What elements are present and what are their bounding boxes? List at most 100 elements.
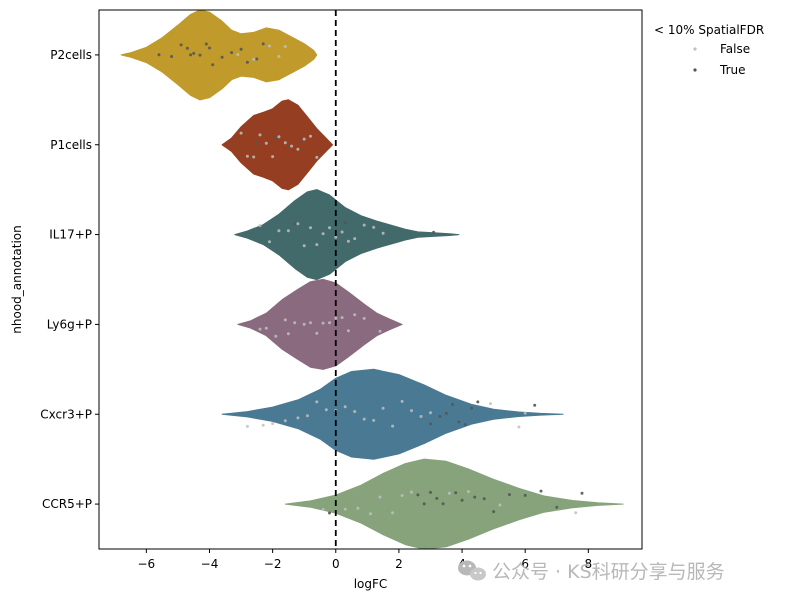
data-point xyxy=(438,415,442,418)
data-point xyxy=(523,411,527,415)
data-point xyxy=(416,493,420,497)
data-point xyxy=(293,321,297,325)
data-point xyxy=(372,225,376,229)
x-tick-label: 0 xyxy=(332,557,340,571)
data-point xyxy=(321,321,325,325)
data-point xyxy=(296,222,300,226)
data-point xyxy=(258,133,262,137)
data-point xyxy=(258,327,262,331)
data-point xyxy=(189,53,193,57)
data-point xyxy=(498,503,502,507)
data-point xyxy=(381,231,385,235)
data-point xyxy=(334,235,338,239)
violin-il17-p xyxy=(234,189,460,281)
data-point xyxy=(507,493,511,497)
data-point xyxy=(451,403,455,406)
data-point xyxy=(309,226,312,230)
data-point xyxy=(362,316,366,320)
plot-frame xyxy=(98,9,643,550)
data-point xyxy=(321,508,325,511)
data-point xyxy=(277,229,281,233)
data-point xyxy=(157,53,161,57)
data-point xyxy=(340,316,344,320)
y-tick-label: Cxcr3+P xyxy=(40,407,92,421)
data-point xyxy=(435,496,439,500)
violin-cxcr3-p xyxy=(221,368,564,460)
data-point xyxy=(261,423,265,427)
data-point xyxy=(302,137,306,141)
legend-title: < 10% SpatialFDR xyxy=(654,23,764,37)
data-point xyxy=(268,240,271,244)
data-point xyxy=(463,423,467,427)
data-point xyxy=(470,406,473,410)
data-point xyxy=(466,490,470,494)
data-point xyxy=(293,222,297,226)
data-point xyxy=(328,511,331,515)
data-point xyxy=(283,419,287,423)
data-point xyxy=(523,493,527,497)
x-tick-label: 6 xyxy=(521,557,529,571)
data-point xyxy=(324,408,328,412)
data-point xyxy=(245,154,249,158)
data-point xyxy=(204,42,208,46)
data-point xyxy=(328,321,331,325)
data-point xyxy=(447,491,451,495)
watermark: 公众号 · KS科研分享与服务 xyxy=(458,560,725,583)
data-point xyxy=(315,331,319,335)
data-point xyxy=(274,136,278,140)
data-point xyxy=(192,51,196,55)
data-point xyxy=(362,223,366,227)
data-point xyxy=(476,400,480,404)
data-point xyxy=(170,55,174,58)
data-point xyxy=(410,490,413,494)
data-point xyxy=(271,422,275,426)
data-point xyxy=(429,490,432,494)
data-point xyxy=(220,55,224,59)
data-point xyxy=(340,230,344,234)
data-point xyxy=(343,221,347,225)
data-point xyxy=(290,144,294,148)
data-point xyxy=(429,411,432,415)
x-tick-label: 2 xyxy=(395,557,403,571)
data-point xyxy=(198,53,202,57)
data-point xyxy=(274,334,278,338)
data-point xyxy=(353,237,357,241)
data-point xyxy=(283,318,287,322)
data-point xyxy=(255,57,259,61)
data-point xyxy=(286,144,290,148)
data-point xyxy=(400,399,404,403)
data-point xyxy=(391,511,395,515)
y-tick-label: P1cells xyxy=(50,138,92,152)
data-point xyxy=(334,316,338,320)
y-axis-label: nhood_annotation xyxy=(10,225,24,333)
data-point xyxy=(429,422,432,426)
data-point xyxy=(239,131,243,135)
data-point xyxy=(346,239,350,243)
data-point xyxy=(378,329,382,333)
data-point xyxy=(391,424,395,428)
violin-p1cells xyxy=(221,99,334,191)
data-point xyxy=(264,326,268,330)
data-point xyxy=(179,43,183,47)
data-point xyxy=(343,405,347,409)
data-point xyxy=(268,44,271,48)
legend-marker-false xyxy=(693,47,697,51)
legend: < 10% SpatialFDR False True xyxy=(654,23,764,77)
data-point xyxy=(245,60,249,64)
data-point xyxy=(400,494,404,497)
data-point xyxy=(252,155,256,159)
data-point xyxy=(255,141,259,145)
data-point xyxy=(410,409,413,413)
data-point xyxy=(574,511,578,515)
data-point xyxy=(422,502,426,506)
data-point xyxy=(315,155,319,159)
y-tick-label: IL17+P xyxy=(49,228,92,242)
data-point xyxy=(353,410,357,413)
data-point xyxy=(258,224,262,228)
data-point xyxy=(444,411,448,415)
data-point xyxy=(208,46,211,50)
data-point xyxy=(482,497,486,501)
x-axis-label: logFC xyxy=(354,577,388,591)
data-point xyxy=(489,402,492,406)
